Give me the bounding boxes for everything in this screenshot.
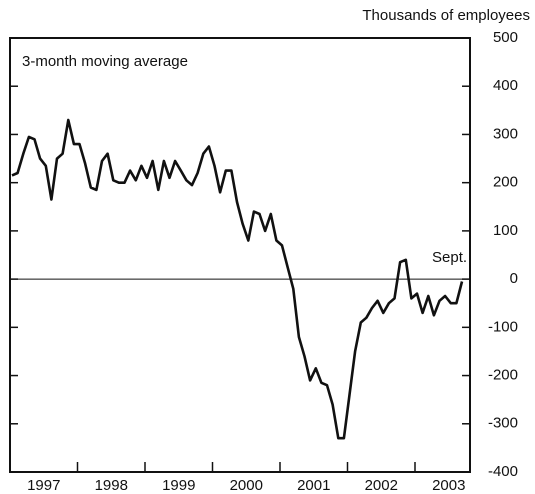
x-tick-label: 2002 xyxy=(365,477,398,494)
y-tick-label: 400 xyxy=(493,77,518,94)
x-tick-label: 1998 xyxy=(95,477,128,494)
y-tick-label: 300 xyxy=(493,125,518,142)
x-tick-label: 1999 xyxy=(162,477,195,494)
y-tick-label: 500 xyxy=(493,29,518,46)
axis-label: Thousands of employees xyxy=(362,7,530,24)
y-tick-label: 100 xyxy=(493,222,518,239)
annotation: Sept. xyxy=(432,249,467,266)
y-tick-label: 200 xyxy=(493,174,518,191)
plot-frame xyxy=(9,37,471,473)
x-tick-label: 2000 xyxy=(230,477,263,494)
x-tick-label: 2003 xyxy=(432,477,465,494)
x-tick-label: 1997 xyxy=(27,477,60,494)
y-tick-label: 0 xyxy=(510,270,518,287)
y-tick-label: -100 xyxy=(488,318,518,335)
y-tick-label: -400 xyxy=(488,463,518,480)
y-tick-label: -200 xyxy=(488,367,518,384)
y-tick-label: -300 xyxy=(488,415,518,432)
x-tick-label: 2001 xyxy=(297,477,330,494)
subtitle: 3-month moving average xyxy=(22,53,188,70)
line xyxy=(11,118,464,440)
